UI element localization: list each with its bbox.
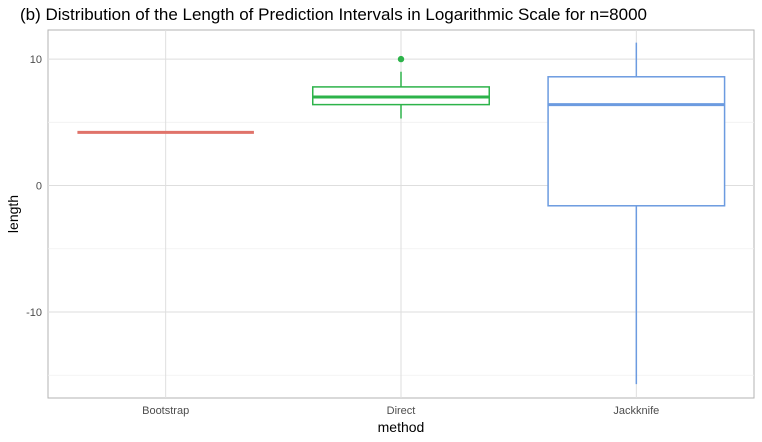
- y-tick-label: -10: [26, 307, 42, 319]
- y-axis-ticks: -10 0 10: [26, 54, 42, 319]
- x-tick-label: Direct: [387, 405, 416, 417]
- x-axis-title: method: [378, 419, 425, 435]
- box-iqr: [547, 76, 726, 207]
- y-tick-label: 10: [30, 54, 42, 66]
- box-direct: [312, 55, 490, 119]
- box-jackknife: [547, 42, 726, 385]
- chart-title: (b) Distribution of the Length of Predic…: [20, 5, 647, 24]
- x-tick-label: Jackknife: [613, 405, 659, 417]
- x-tick-label: Bootstrap: [142, 405, 189, 417]
- boxes: [77, 42, 726, 385]
- outlier-point: [397, 55, 405, 63]
- y-tick-label: 0: [36, 181, 42, 193]
- y-axis-title: length: [5, 195, 21, 233]
- x-axis-ticks: Bootstrap Direct Jackknife: [142, 405, 659, 417]
